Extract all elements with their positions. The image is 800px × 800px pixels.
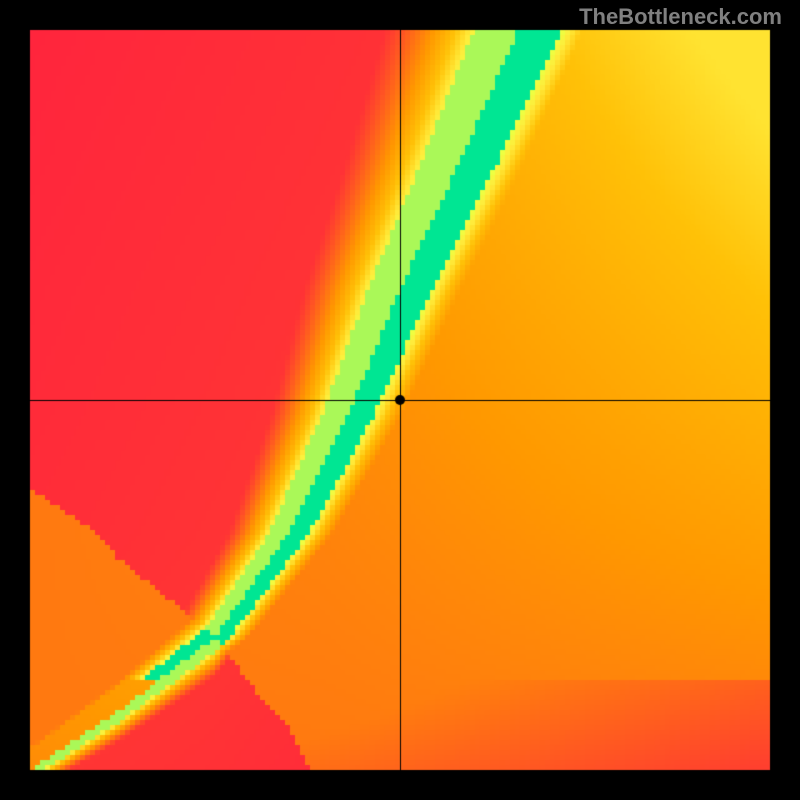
watermark-text: TheBottleneck.com [579, 4, 782, 30]
chart-container: TheBottleneck.com [0, 0, 800, 800]
bottleneck-heatmap-canvas [0, 0, 800, 800]
